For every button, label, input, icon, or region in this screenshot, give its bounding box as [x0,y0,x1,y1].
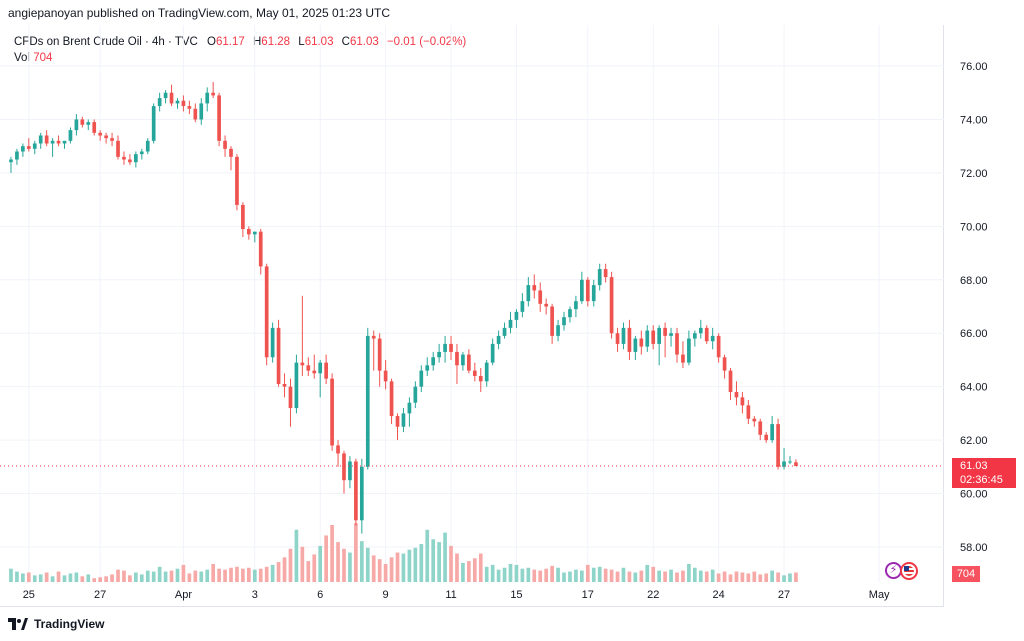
volume-badge: 704 [952,566,980,582]
volume-label[interactable]: Vol [14,52,30,64]
open-label: O [207,36,216,48]
y-tick-label: 66.00 [960,328,988,340]
high-value: 61.28 [261,36,291,48]
y-tick-label: 68.00 [960,275,988,287]
y-tick-label: 64.00 [960,382,988,394]
y-tick-label: 62.00 [960,435,988,447]
symbol-label[interactable]: CFDs on Brent Crude Oil · 4h · TVC [14,36,198,48]
y-tick-label: 72.00 [960,168,988,180]
publisher-line: angiepanoyan published on TradingView.co… [8,6,391,20]
plot-area-border [0,25,944,607]
tradingview-logo-icon [8,618,28,630]
y-tick-label: 70.00 [960,221,988,233]
footer-brand-label: TradingView [34,617,105,631]
last-price-badge: 61.03 02:36:45 [952,458,1016,488]
high-label: H [252,36,262,48]
us-flag-event-icon[interactable] [900,562,918,580]
last-price-value: 61.03 [960,460,988,472]
y-tick-label: 60.00 [960,489,988,501]
chart-legend: CFDs on Brent Crude Oil · 4h · TVC O61.1… [14,34,471,66]
footer-brand[interactable]: TradingView [8,617,104,631]
y-tick-label: 76.00 [960,61,988,73]
change-value: −0.01 (−0.02%) [386,36,467,48]
y-tick-label: 74.00 [960,114,988,126]
low-value: 61.03 [304,36,334,48]
low-label: L [298,36,305,48]
volume-row: Vol 704 [14,50,471,66]
bar-countdown: 02:36:45 [960,474,1003,486]
y-tick-label: 58.00 [960,542,988,554]
volume-value: 704 [33,52,53,64]
close-label: C [341,36,350,48]
open-value: 61.17 [216,36,245,48]
ohlc-row: CFDs on Brent Crude Oil · 4h · TVC O61.1… [14,34,471,50]
close-value: 61.03 [349,36,379,48]
